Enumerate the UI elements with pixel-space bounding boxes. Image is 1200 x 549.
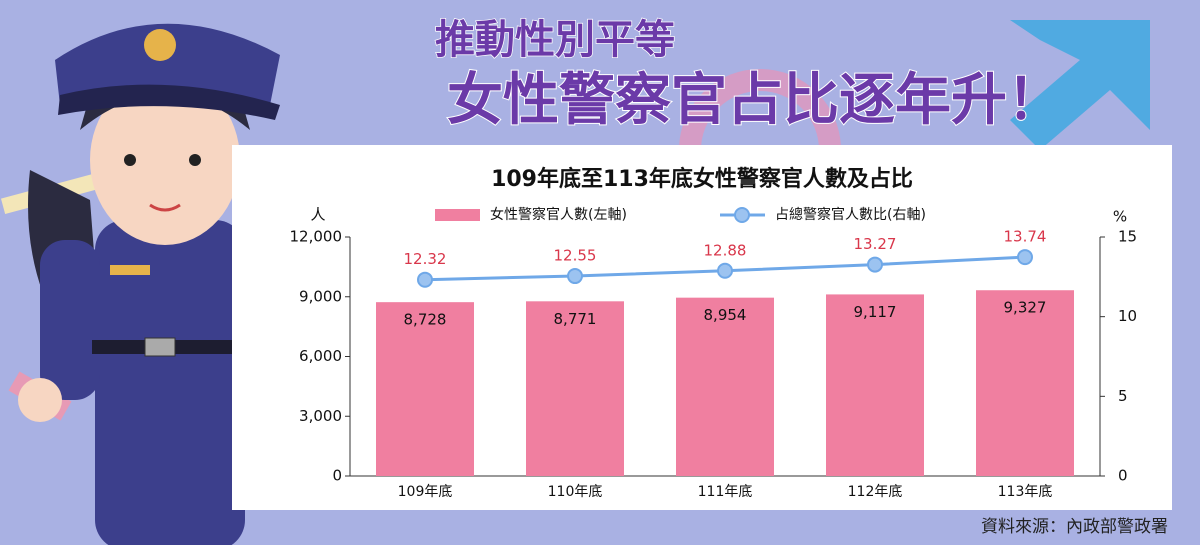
bar-value-label: 9,327 (1004, 299, 1047, 317)
male-symbol-deco (1010, 20, 1150, 150)
line-marker (867, 256, 883, 273)
line-value-label: 12.88 (704, 241, 747, 259)
y-tick-label: 0 (332, 467, 342, 485)
line-marker (417, 271, 433, 288)
y2-unit: % (1113, 208, 1127, 226)
bar (526, 301, 624, 476)
headline-1: 推動性別平等 (435, 17, 675, 63)
x-tick-label: 112年底 (848, 484, 903, 500)
line-value-label: 12.32 (404, 250, 447, 268)
bar (676, 297, 774, 476)
legend-label: 占總警察官人數比(右軸) (775, 206, 926, 223)
x-tick-label: 111年底 (698, 484, 753, 500)
bar (376, 302, 474, 476)
y-tick-label: 6,000 (299, 347, 342, 365)
bar-value-label: 9,117 (854, 303, 897, 321)
legend-swatch (435, 209, 480, 221)
x-tick-label: 113年底 (998, 484, 1053, 500)
y2-tick-label: 0 (1118, 467, 1128, 485)
y-unit: 人 (310, 206, 325, 224)
y2-tick-label: 15 (1118, 228, 1137, 246)
bar (976, 290, 1074, 476)
line-value-label: 13.74 (1004, 228, 1047, 246)
x-tick-label: 110年底 (548, 484, 603, 500)
line-value-label: 12.55 (554, 247, 597, 265)
police-figure (18, 23, 280, 549)
source: 資料來源：內政部警政署 (981, 517, 1168, 537)
legend-marker (734, 207, 750, 223)
line-marker (1017, 249, 1033, 266)
y2-tick-label: 5 (1118, 387, 1128, 405)
y-tick-label: 3,000 (299, 407, 342, 425)
headline-2: 女性警察官占比逐年升！ (447, 68, 1063, 133)
line-value-label: 13.27 (854, 235, 897, 253)
y2-tick-label: 10 (1118, 307, 1137, 325)
y-tick-label: 9,000 (299, 287, 342, 305)
bar-value-label: 8,728 (404, 311, 447, 329)
legend-label: 女性警察官人數(左軸) (490, 206, 627, 223)
bar-value-label: 8,771 (554, 310, 597, 328)
line-marker (567, 268, 583, 285)
line-marker (717, 262, 733, 279)
bar-value-label: 8,954 (704, 306, 747, 324)
bar (826, 294, 924, 476)
y-tick-label: 12,000 (290, 228, 343, 246)
x-tick-label: 109年底 (398, 484, 453, 500)
chart-title: 109年底至113年底女性警察官人數及占比 (491, 166, 913, 192)
